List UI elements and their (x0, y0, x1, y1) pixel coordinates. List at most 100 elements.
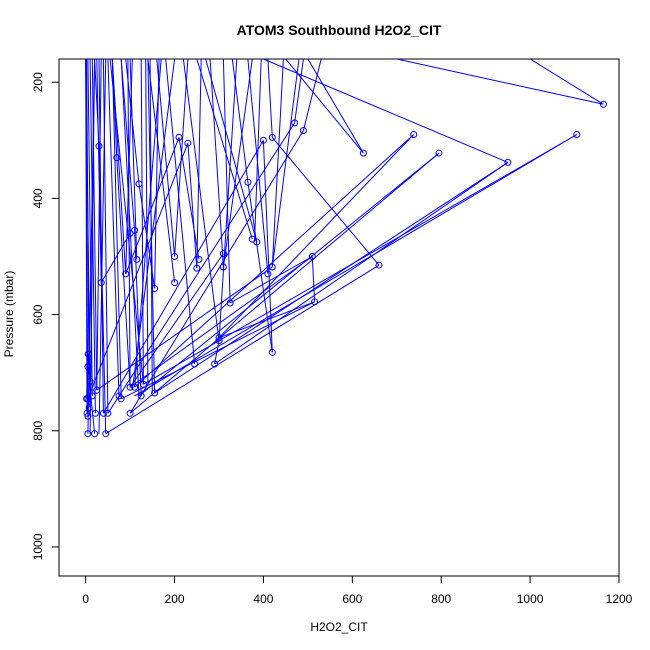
series-segment (307, 59, 364, 154)
series-segment (231, 59, 249, 183)
series-points (83, 100, 607, 438)
series-segment (98, 59, 104, 414)
data-point (375, 261, 383, 269)
data-point (84, 363, 92, 371)
data-point (291, 119, 299, 127)
series-segment (111, 59, 127, 274)
series-segment (134, 59, 162, 388)
data-point (85, 404, 93, 411)
series-segment (271, 59, 300, 268)
data-point (91, 409, 99, 417)
series-segment (107, 59, 120, 396)
data-point (113, 154, 121, 162)
series-segment (214, 340, 220, 365)
y-tick-label: 1000 (31, 533, 45, 560)
series-segment (94, 59, 100, 147)
series-segment (87, 59, 96, 434)
data-point (435, 149, 443, 157)
x-tick-label: 600 (342, 592, 362, 606)
data-point (131, 383, 139, 391)
x-tick-label: 1000 (517, 592, 544, 606)
data-point (359, 149, 367, 157)
series-segment (254, 59, 262, 241)
series-segment (145, 59, 149, 385)
series-segment (138, 152, 440, 397)
series-segment (96, 59, 102, 391)
series-segment (140, 59, 144, 385)
data-point (126, 409, 134, 417)
series-segment (87, 143, 189, 399)
series-segment (131, 59, 176, 391)
data-point (195, 255, 203, 263)
data-point (99, 409, 107, 417)
y-axis-label: Pressure (mbar) (2, 271, 16, 358)
series-segment (154, 59, 160, 289)
series-segment (263, 59, 509, 163)
series-segment (196, 59, 253, 240)
data-point (126, 383, 134, 391)
series-segment (129, 256, 313, 388)
series-segment (120, 301, 315, 400)
data-point (215, 337, 223, 345)
series-segment (98, 59, 107, 434)
data-point (95, 142, 103, 150)
data-point (308, 253, 316, 260)
series-segment (196, 59, 202, 269)
data-point (104, 409, 112, 417)
series-segment (229, 256, 313, 304)
x-tick-label: 1200 (606, 592, 633, 606)
series-segment (156, 59, 176, 257)
series-segment (125, 137, 180, 275)
data-point (83, 395, 91, 403)
y-tick-label: 200 (31, 72, 45, 92)
series-segment (134, 134, 578, 397)
data-point (299, 127, 307, 134)
series-segment (218, 301, 315, 339)
data-point (215, 334, 223, 342)
data-point (135, 180, 143, 188)
series-segment (271, 59, 284, 268)
series-segment (96, 266, 273, 391)
data-point (115, 392, 123, 400)
data-point (86, 377, 94, 385)
series-segment (154, 161, 509, 394)
x-tick-label: 400 (253, 592, 273, 606)
y-axis: 200 400 600 800 1000 (31, 72, 60, 560)
series-segment (218, 59, 238, 341)
series-segment (174, 59, 189, 257)
data-point (226, 299, 234, 307)
data-point (133, 255, 141, 263)
series-segment (85, 59, 88, 414)
data-point (268, 133, 276, 141)
series-segment (91, 59, 98, 391)
data-point (126, 229, 134, 237)
series-segment (149, 59, 153, 394)
data-point (211, 360, 219, 368)
y-tick-label: 800 (31, 420, 45, 440)
series-segment (111, 59, 122, 399)
series-segment (262, 140, 273, 353)
series-segment (187, 143, 198, 269)
series-segment (209, 59, 224, 268)
data-point (268, 263, 276, 271)
series-segment (129, 152, 440, 414)
data-point (504, 158, 512, 166)
series-segment (285, 59, 364, 154)
series-segment (165, 59, 196, 365)
x-tick-label: 800 (431, 592, 451, 606)
chart-title: ATOM3 Southbound H2O2_CIT (237, 22, 442, 38)
series-segment (134, 134, 415, 388)
plot-frame (58, 58, 620, 577)
data-point (219, 263, 227, 271)
data-point (151, 285, 159, 292)
series-segment (294, 59, 304, 123)
series-segment (182, 59, 220, 341)
data-point (311, 298, 319, 306)
data-point (191, 360, 199, 368)
series-segment (529, 59, 604, 105)
series-segment (125, 59, 133, 274)
data-point (122, 270, 130, 278)
series-segment (120, 59, 136, 231)
data-point (410, 131, 418, 138)
